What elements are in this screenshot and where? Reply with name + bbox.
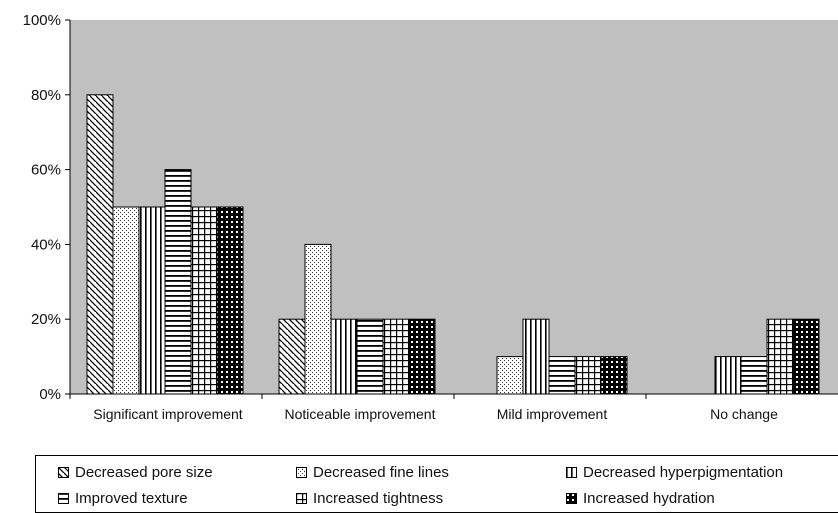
legend-item: Increased tightness [296,487,443,509]
labels: 0% 20% 40% 60% 80% 100% Significant improvemen… [23,12,778,422]
bar [112,206,140,395]
x-tick-label: Significant improvement [93,406,243,422]
bar [190,206,218,395]
legend-swatch [296,466,307,478]
bar [548,356,576,395]
legend-item: Decreased hyperpigmentation [566,461,783,483]
bar [278,318,306,395]
bar [382,318,410,395]
bar [330,318,358,395]
legend-swatch [566,466,577,478]
legend-swatch [296,492,307,504]
bar [164,169,192,395]
legend-item: Increased hydration [566,487,715,509]
bar [714,356,742,395]
bar-chart: 0% 20% 40% 60% 80% 100% Significant improvemen… [23,12,838,422]
legend-label: Increased hydration [583,489,715,507]
x-tick-label: Mild improvement [497,406,608,422]
bar [86,94,114,395]
y-tick-label: 60% [31,162,61,179]
bar [304,243,332,395]
bar [138,206,166,395]
bar [496,356,524,395]
legend-swatch [58,492,69,504]
y-tick-label: 20% [31,311,61,328]
y-tick-label: 100% [23,12,61,29]
bar [356,318,384,395]
bar [216,206,244,395]
bar [792,318,820,395]
legend-item: Decreased fine lines [296,461,449,483]
legend-item: Decreased pore size [58,461,213,483]
x-tick-label: Noticeable improvement [285,406,436,422]
legend-label: Increased tightness [313,489,444,507]
y-tick-label: 80% [31,87,61,104]
x-tick-label: No change [710,406,778,422]
bar [766,318,794,395]
bar [574,356,602,395]
bar [600,356,628,395]
bar [408,318,436,395]
legend-label: Decreased pore size [75,463,213,481]
legend-swatch [58,466,69,478]
legend-item: Improved texture [58,487,188,509]
legend-label: Decreased hyperpigmentation [583,463,784,481]
y-tick-label: 0% [39,386,61,403]
legend-label: Decreased fine lines [313,463,449,481]
bar [740,356,768,395]
y-tick-label: 40% [31,236,61,253]
legend-swatch [566,492,577,504]
legend: Decreased pore size Decreased fine lines D… [35,455,838,513]
legend-label: Improved texture [75,489,188,507]
bar [522,318,550,395]
bars [86,94,820,395]
